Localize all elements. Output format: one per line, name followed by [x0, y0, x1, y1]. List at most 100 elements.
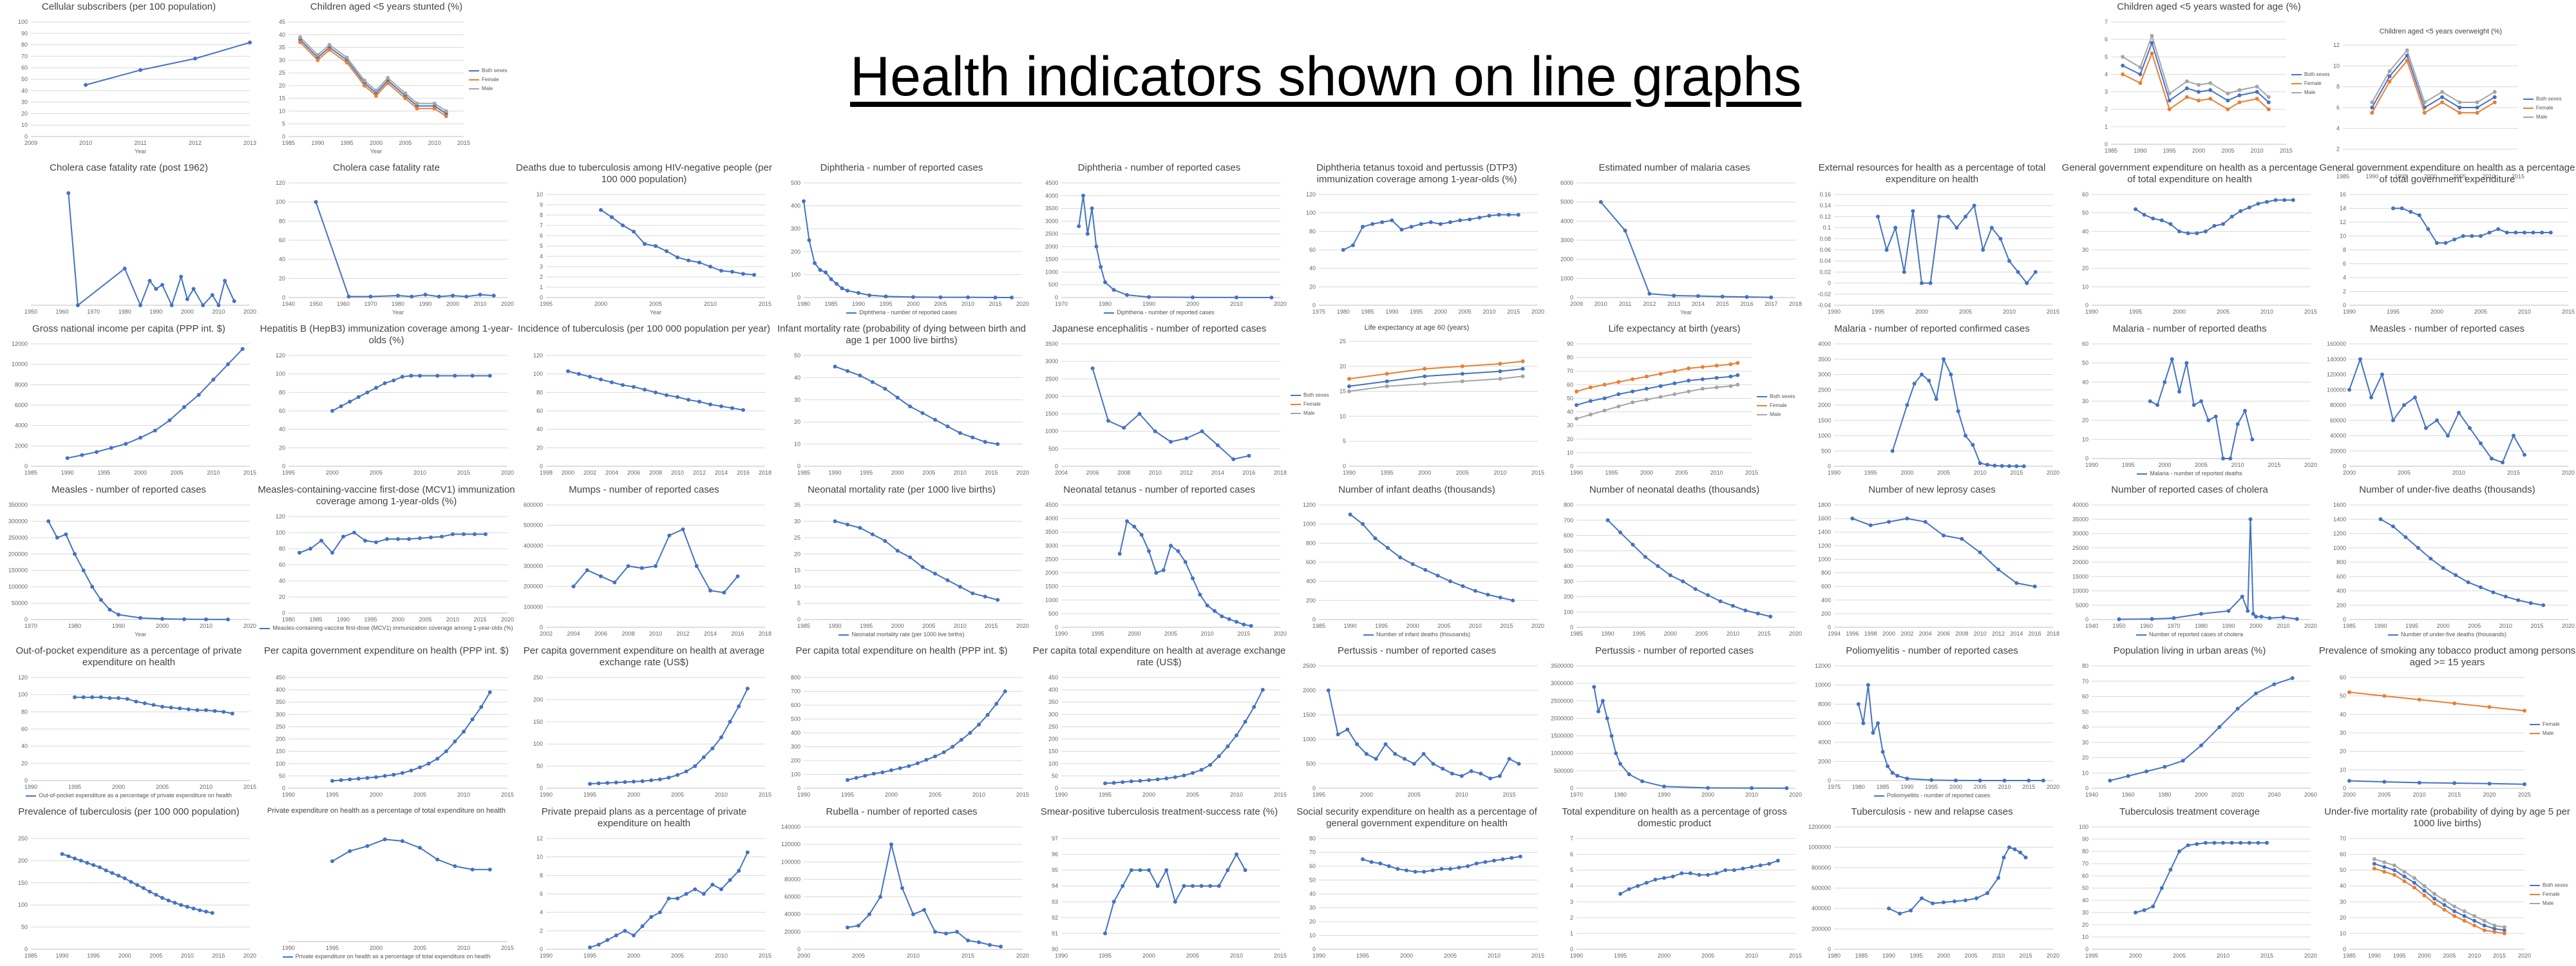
x-tick-label: 2020	[2047, 784, 2060, 790]
data-point	[1745, 295, 1749, 299]
data-point	[2382, 865, 2387, 869]
data-point	[1243, 868, 1247, 873]
data-point	[1399, 227, 1404, 232]
data-point	[1431, 762, 1435, 766]
y-tick-label: 30	[2082, 739, 2088, 746]
y-tick-label: 1000	[2333, 545, 2346, 551]
data-point	[85, 860, 90, 865]
x-tick-label: 1995	[540, 301, 553, 307]
y-tick-label: 600	[791, 702, 800, 708]
x-tick-label: 2005	[1959, 308, 1972, 315]
data-point	[1154, 571, 1159, 575]
plot-area: 0500010000150002000025000300003500040000…	[2072, 502, 2317, 629]
y-tick-label: 20	[279, 275, 285, 281]
data-point	[708, 402, 712, 406]
y-tick-label: 20	[21, 110, 28, 117]
data-point	[1871, 730, 1875, 735]
data-point	[1662, 784, 1666, 789]
data-point	[1741, 866, 1745, 871]
y-tick-label: 10	[536, 854, 543, 860]
y-tick-label: 20	[1340, 363, 1346, 370]
y-tick-label: 100	[276, 761, 285, 767]
y-tick-label: 200	[276, 736, 285, 743]
data-point	[1981, 248, 1985, 252]
y-tick-label: 0	[1312, 946, 1316, 952]
data-point	[612, 580, 617, 585]
legend-label: Female	[2543, 891, 2560, 897]
y-tick-label: 2000	[1560, 256, 1573, 263]
x-tick-label: 2005	[370, 469, 383, 476]
x-tick-label: 2015	[1274, 952, 1287, 959]
legend-label: Measles-containing-vaccine first-dose (M…	[272, 625, 513, 631]
y-tick-label: 0	[2085, 616, 2088, 623]
data-point	[122, 267, 127, 270]
x-tick-label: 1995	[326, 945, 339, 951]
series-line	[1888, 846, 2027, 914]
legend-label: Male	[1303, 410, 1315, 416]
data-point	[2492, 929, 2497, 934]
data-point	[2472, 923, 2477, 928]
series-line	[2349, 691, 2525, 712]
data-point	[432, 106, 437, 111]
data-point	[1993, 464, 1997, 468]
x-tick-label: 1980	[68, 623, 81, 629]
x-tick-label: 2012	[676, 630, 689, 637]
y-tick-label: 60000	[784, 894, 800, 900]
data-point	[1410, 562, 1415, 566]
y-tick-label: 0	[1828, 777, 1831, 784]
data-point	[1785, 786, 1789, 790]
data-point	[2402, 869, 2407, 874]
legend-swatch	[1757, 413, 1767, 415]
data-point	[153, 428, 157, 433]
x-tick-label: 2006	[594, 630, 607, 637]
chart-c53: Tuberculosis treatment coverage 0 10 20 30 40…	[2061, 805, 2318, 966]
x-tick-label: 1995	[1381, 469, 1394, 476]
data-point	[2370, 100, 2374, 104]
data-point	[676, 395, 679, 399]
y-tick-label: 3500	[1818, 356, 1831, 363]
data-point	[1736, 383, 1740, 387]
series-line	[68, 193, 235, 307]
legend-item: Male	[1757, 410, 1795, 419]
data-point	[640, 779, 645, 783]
data-point	[104, 868, 108, 873]
plot-area: 1990 1995 2000 2005 2010 2015	[282, 837, 514, 951]
x-tick-label: 1994	[1828, 630, 1841, 637]
data-point	[1138, 868, 1142, 873]
chart-c22: Malaria - number of reported confirmed c…	[1803, 322, 2061, 483]
y-tick-label: 30	[2082, 909, 2088, 916]
data-point	[2502, 931, 2506, 936]
data-point	[2417, 697, 2421, 702]
data-point	[1247, 453, 1251, 458]
data-point	[2435, 241, 2439, 245]
data-point	[1890, 449, 1895, 453]
y-tick-label: 100	[18, 902, 28, 908]
data-point	[2221, 840, 2225, 845]
x-tick-label: 2000	[1434, 308, 1447, 315]
x-tick-label: 2000	[627, 791, 640, 798]
y-tick-label: 1500	[1818, 417, 1831, 424]
data-point	[99, 695, 103, 699]
data-point	[1235, 733, 1238, 737]
y-tick-label: 4000	[1818, 739, 1831, 746]
data-point	[55, 535, 59, 540]
data-point	[2475, 100, 2479, 104]
y-tick-label: 80	[2082, 848, 2088, 855]
data-point	[1627, 772, 1631, 777]
x-tick-label: 1995	[282, 469, 295, 476]
data-point	[1616, 404, 1621, 409]
y-tick-label: 600000	[1812, 885, 1831, 891]
x-tick-label: 2015	[2507, 469, 2520, 476]
data-point	[807, 238, 811, 242]
data-point	[1235, 620, 1238, 624]
legend-swatch	[282, 956, 293, 958]
x-tick-label: 2010	[2260, 308, 2273, 315]
data-point	[728, 878, 732, 882]
x-tick-label: 1970	[1055, 301, 1068, 307]
x-tick-label: 2015	[1531, 469, 1544, 476]
data-point	[1887, 520, 1891, 524]
x-tick-label: 2005	[2468, 623, 2481, 629]
data-point	[958, 431, 962, 435]
y-tick-label: 10	[2340, 766, 2346, 773]
